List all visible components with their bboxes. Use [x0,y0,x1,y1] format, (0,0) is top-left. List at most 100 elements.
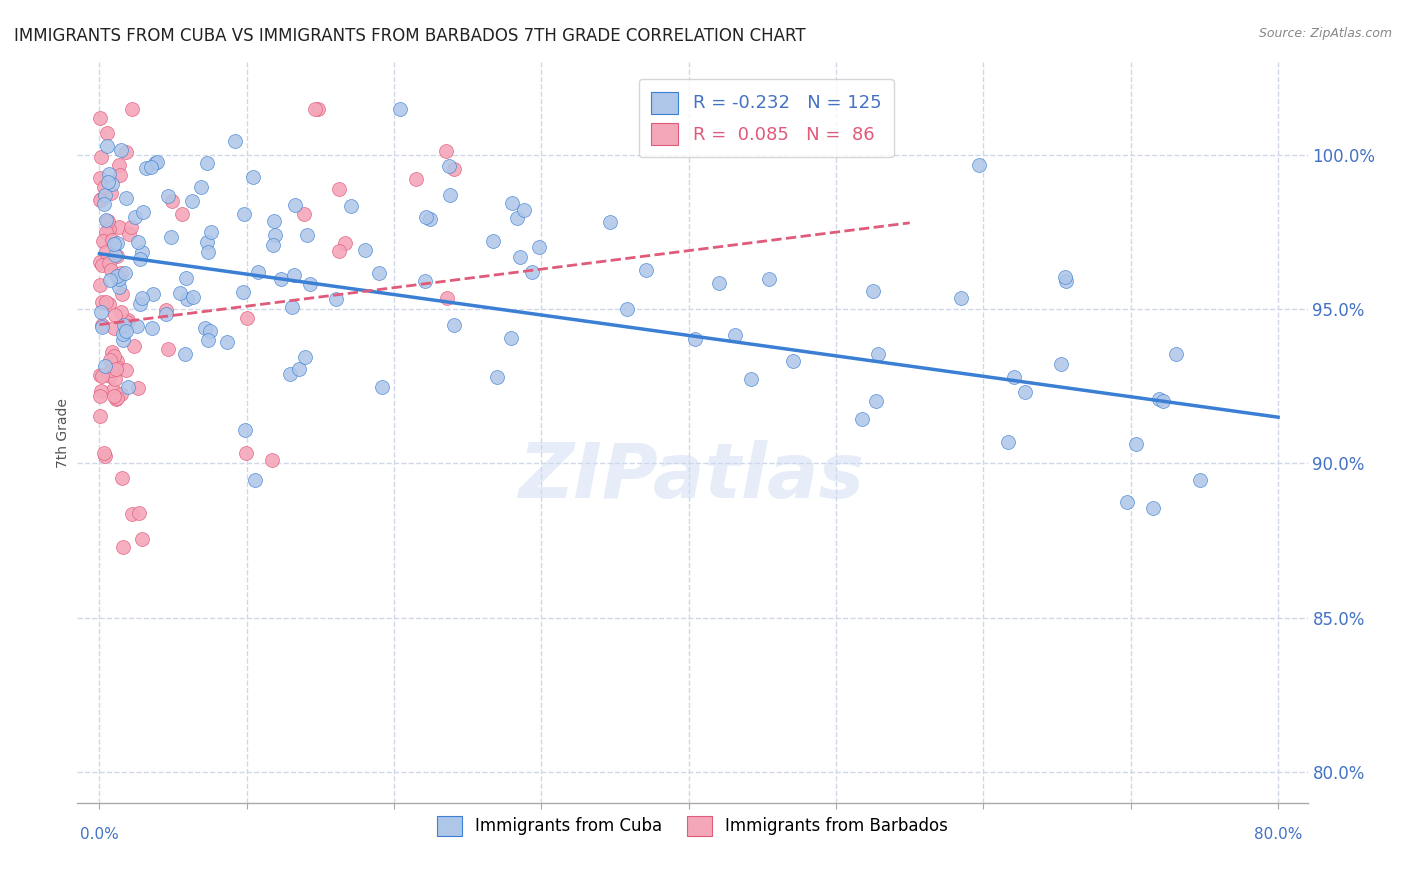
Point [236,311,259,326]
Point [328,244,350,258]
Point [89,170,111,185]
Point [155,307,177,321]
Point [501,195,523,210]
Point [270,272,292,286]
Point [100,177,122,191]
Point [865,394,887,409]
Point [117,312,139,326]
Point [866,347,889,361]
Point [1054,274,1077,288]
Point [263,214,285,228]
Point [124,211,146,225]
Point [93,446,115,460]
Point [97,176,120,190]
Point [141,321,163,335]
Point [1125,437,1147,451]
Point [125,318,148,333]
Point [115,145,138,159]
Point [195,156,218,170]
Text: 80.0%: 80.0% [1254,828,1302,842]
Point [262,452,284,467]
Point [89,111,111,125]
Point [104,372,127,386]
Point [97,167,120,181]
Point [862,284,884,298]
Point [634,262,657,277]
Point [94,449,117,463]
Point [107,219,129,234]
Point [90,150,112,164]
Point [287,361,309,376]
Point [782,353,804,368]
Point [108,280,131,294]
Point [1014,384,1036,399]
Point [170,207,193,221]
Point [371,380,394,394]
Point [294,350,316,364]
Point [117,379,139,393]
Point [325,293,347,307]
Point [111,471,134,485]
Point [105,269,128,284]
Point [91,368,114,383]
Point [233,423,256,437]
Point [127,381,149,395]
Point [1189,474,1212,488]
Point [94,244,117,259]
Point [1152,393,1174,408]
Point [108,272,131,286]
Point [124,339,146,353]
Point [758,272,780,286]
Point [281,300,304,314]
Point [115,315,138,329]
Point [180,194,202,208]
Point [195,235,218,249]
Point [297,227,319,242]
Point [174,271,197,285]
Point [616,301,638,316]
Text: Source: ZipAtlas.com: Source: ZipAtlas.com [1258,27,1392,40]
Point [997,435,1019,450]
Point [121,102,143,116]
Point [114,362,136,376]
Point [413,274,436,288]
Point [415,211,437,225]
Point [112,541,135,555]
Point [103,383,125,397]
Point [173,347,195,361]
Point [292,207,315,221]
Point [90,295,112,310]
Point [100,263,122,277]
Point [110,387,132,401]
Point [1050,357,1073,371]
Point [103,389,125,403]
Point [169,286,191,301]
Point [200,225,222,239]
Point [307,102,329,116]
Point [1142,501,1164,516]
Point [96,214,118,228]
Point [599,215,621,229]
Point [485,369,508,384]
Point [156,189,179,203]
Point [104,308,127,322]
Y-axis label: 7th Grade: 7th Grade [56,398,70,467]
Point [436,291,458,305]
Point [96,212,118,227]
Point [224,134,246,148]
Point [96,225,118,239]
Point [280,367,302,381]
Point [120,219,142,234]
Point [98,368,121,383]
Point [110,143,132,157]
Point [127,235,149,249]
Point [89,278,111,293]
Point [90,384,112,398]
Point [434,145,457,159]
Point [283,268,305,282]
Point [509,250,531,264]
Point [155,303,177,318]
Point [94,359,117,373]
Point [101,233,124,247]
Point [181,289,204,303]
